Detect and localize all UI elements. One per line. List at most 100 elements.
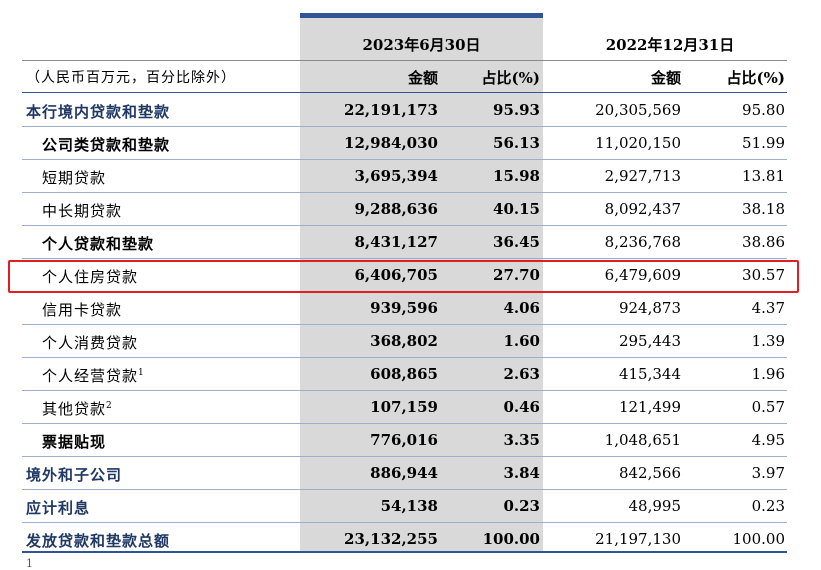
table-row: 信用卡贷款 939,596 4.06 924,873 4.37 — [0, 291, 821, 324]
table-row: 票据贴现 776,016 3.35 1,048,651 4.95 — [0, 423, 821, 456]
row-label: 境外和子公司 — [26, 464, 122, 485]
row-label: 短期贷款 — [42, 167, 106, 188]
row-divider — [22, 126, 787, 127]
current-period-top-bar — [300, 13, 543, 18]
row-label-text: 其他贷款 — [42, 400, 107, 418]
footnote-marker: 1 — [138, 368, 145, 378]
row-label: 中长期贷款 — [42, 200, 122, 221]
amount-2022-cell: 924,873 — [618, 299, 681, 317]
table-row: 公司类贷款和垫款 12,984,030 56.13 11,020,150 51.99 — [0, 126, 821, 159]
row-label-text: 应计利息 — [26, 499, 91, 517]
ratio-2023-cell: 3.84 — [503, 464, 540, 482]
table-bottom-line — [22, 551, 787, 553]
row-divider — [22, 456, 787, 457]
footnote-text-cut: 1 — [26, 557, 33, 570]
row-divider — [22, 390, 787, 391]
row-divider — [22, 423, 787, 424]
amount-2022-cell: 20,305,569 — [595, 101, 681, 119]
row-label-text: 票据贴现 — [42, 433, 107, 451]
unit-note: （人民币百万元，百分比除外） — [26, 70, 236, 86]
row-label-text: 个人消费贷款 — [42, 334, 139, 352]
ratio-2022-cell: 100.00 — [732, 530, 786, 548]
table-header-bottom-line — [22, 92, 787, 93]
amount-2023-cell: 12,984,030 — [344, 134, 438, 152]
col-ratio-2023: 占比(%) — [481, 69, 540, 87]
row-divider — [22, 489, 787, 490]
col-amount-2022: 金额 — [650, 69, 681, 87]
row-label: 信用卡贷款 — [42, 299, 122, 320]
amount-2022-cell: 48,995 — [628, 497, 682, 515]
period-current-header: 2023年6月30日 — [362, 36, 481, 54]
amount-2022-cell: 21,197,130 — [595, 530, 681, 548]
row-label: 个人经营贷款1 — [42, 365, 145, 386]
row-label-text: 境外和子公司 — [26, 466, 123, 484]
ratio-2022-cell: 1.96 — [751, 365, 785, 383]
amount-2023-cell: 368,802 — [370, 332, 438, 350]
amount-2023-cell: 608,865 — [370, 365, 438, 383]
period-prior-header: 2022年12月31日 — [605, 36, 735, 54]
ratio-2023-cell: 1.60 — [503, 332, 540, 350]
ratio-2022-cell: 4.95 — [751, 431, 785, 449]
amount-2023-cell: 23,132,255 — [344, 530, 438, 548]
amount-2023-cell: 9,288,636 — [354, 200, 438, 218]
ratio-2023-cell: 95.93 — [493, 101, 540, 119]
ratio-2022-cell: 4.37 — [751, 299, 785, 317]
ratio-2022-cell: 38.86 — [742, 233, 785, 251]
row-label-text: 个人住房贷款 — [42, 268, 139, 286]
col-ratio-2022: 占比(%) — [726, 69, 785, 87]
amount-2022-cell: 121,499 — [618, 398, 681, 416]
ratio-2023-cell: 36.45 — [493, 233, 540, 251]
row-divider — [22, 522, 787, 523]
ratio-2022-cell: 0.57 — [751, 398, 785, 416]
row-label: 发放贷款和垫款总额 — [26, 530, 170, 551]
row-divider — [22, 159, 787, 160]
row-divider — [22, 357, 787, 358]
ratio-2022-cell: 13.81 — [742, 167, 785, 185]
row-divider — [22, 225, 787, 226]
table-row: 发放贷款和垫款总额 23,132,255 100.00 21,197,130 100.0… — [0, 522, 821, 555]
row-label-text: 短期贷款 — [42, 169, 107, 187]
table-row: 短期贷款 3,695,394 15.98 2,927,713 13.81 — [0, 159, 821, 192]
current-period-shading — [300, 18, 543, 551]
table-row: 个人经营贷款1 608,865 2.63 415,344 1.96 — [0, 357, 821, 390]
ratio-2023-cell: 0.23 — [503, 497, 540, 515]
row-label: 个人贷款和垫款 — [42, 233, 154, 254]
row-label: 个人消费贷款 — [42, 332, 138, 353]
amount-2022-cell: 2,927,713 — [604, 167, 681, 185]
row-label-text: 个人经营贷款 — [42, 367, 139, 385]
table-row: 个人贷款和垫款 8,431,127 36.45 8,236,768 38.86 — [0, 225, 821, 258]
table-row: 其他贷款2 107,159 0.46 121,499 0.57 — [0, 390, 821, 423]
row-label: 其他贷款2 — [42, 398, 113, 419]
row-divider — [22, 258, 787, 259]
ratio-2023-cell: 15.98 — [493, 167, 540, 185]
amount-2023-cell: 3,695,394 — [354, 167, 438, 185]
amount-2022-cell: 8,092,437 — [604, 200, 681, 218]
ratio-2022-cell: 38.18 — [742, 200, 785, 218]
row-label: 个人住房贷款 — [42, 266, 138, 287]
amount-2023-cell: 54,138 — [380, 497, 438, 515]
table-row: 本行境内贷款和垫款 22,191,173 95.93 20,305,569 95.80 — [0, 93, 821, 126]
row-label: 应计利息 — [26, 497, 90, 518]
row-label: 本行境内贷款和垫款 — [26, 101, 170, 122]
table-row: 个人住房贷款 6,406,705 27.70 6,479,609 30.57 — [0, 258, 821, 291]
row-label-text: 本行境内贷款和垫款 — [26, 103, 171, 121]
ratio-2023-cell: 4.06 — [503, 299, 540, 317]
amount-2022-cell: 8,236,768 — [604, 233, 681, 251]
amount-2023-cell: 886,944 — [370, 464, 438, 482]
highlight-box-mortgage-row — [8, 260, 799, 293]
table-row: 个人消费贷款 368,802 1.60 295,443 1.39 — [0, 324, 821, 357]
ratio-2022-cell: 3.97 — [751, 464, 785, 482]
row-divider — [22, 324, 787, 325]
ratio-2022-cell: 0.23 — [751, 497, 785, 515]
amount-2023-cell: 6,406,705 — [354, 266, 438, 284]
row-label-text: 信用卡贷款 — [42, 301, 123, 319]
ratio-2023-cell: 56.13 — [493, 134, 540, 152]
table-row: 中长期贷款 9,288,636 40.15 8,092,437 38.18 — [0, 192, 821, 225]
row-label-text: 中长期贷款 — [42, 202, 123, 220]
ratio-2023-cell: 2.63 — [503, 365, 540, 383]
row-label: 票据贴现 — [42, 431, 106, 452]
amount-2022-cell: 295,443 — [618, 332, 681, 350]
col-amount-2023: 金额 — [407, 69, 438, 87]
header-divider — [22, 60, 787, 61]
row-divider — [22, 192, 787, 193]
